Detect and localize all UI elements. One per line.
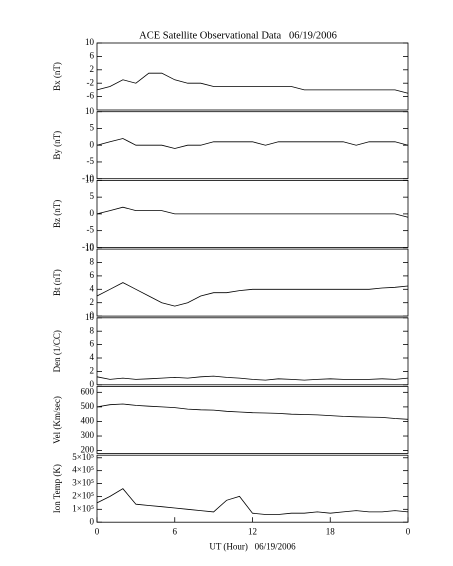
y-tick-label: 10 <box>85 174 95 184</box>
x-axis-label: UT (Hour) 06/19/2006 <box>209 541 296 551</box>
y-tick-label: 400 <box>81 416 95 426</box>
panel-frame <box>96 317 409 386</box>
y-tick-label: 4 <box>90 283 95 293</box>
x-tick-label: 0 <box>406 526 411 536</box>
x-tick-label: 18 <box>326 526 336 536</box>
y-tick-label: 2 <box>90 365 95 375</box>
data-line <box>96 282 409 307</box>
y-axis-label: Bx (nT) <box>52 62 62 91</box>
panel-frame <box>96 386 409 454</box>
y-tick-label: 6 <box>90 339 95 349</box>
y-tick-label: -5 <box>87 225 95 235</box>
y-tick-label: 2 <box>90 297 95 307</box>
y-tick-label: 8 <box>90 257 95 267</box>
y-tick-label: 200 <box>81 445 95 455</box>
y-tick-label: 4×10⁵ <box>72 465 94 475</box>
data-line <box>96 72 409 94</box>
y-tick-label: 0 <box>90 208 95 218</box>
y-tick-label: 3×10⁵ <box>72 478 94 488</box>
y-tick-label: 2×10⁵ <box>72 490 94 500</box>
y-tick-label: 4 <box>90 352 95 362</box>
y-tick-label: 6 <box>90 270 95 280</box>
y-tick-label: 5×10⁵ <box>72 452 94 462</box>
y-tick-label: -10 <box>82 241 94 251</box>
y-tick-label: 300 <box>81 430 95 440</box>
y-tick-label: 0 <box>90 379 95 389</box>
x-tick-label: 6 <box>173 526 178 536</box>
y-axis-label: Bz (nT) <box>52 200 62 228</box>
panel-frame <box>96 42 409 111</box>
y-tick-label: 10 <box>85 243 95 253</box>
data-line <box>96 403 409 420</box>
y-axis-label: Ion Temp (K) <box>52 464 62 513</box>
chart-title: ACE Satellite Observational Data 06/19/2… <box>139 30 337 41</box>
y-tick-label: 10 <box>85 37 95 47</box>
y-axis-label: Den (1/CC) <box>52 330 62 372</box>
data-line <box>96 488 409 515</box>
panel-frame <box>96 454 409 523</box>
y-axis-label: Bt (nT) <box>52 269 62 296</box>
y-tick-label: 10 <box>85 106 95 116</box>
y-tick-label: 500 <box>81 401 95 411</box>
y-tick-label: 10 <box>85 312 95 322</box>
data-line <box>96 375 409 381</box>
y-axis-label: By (nT) <box>52 131 62 160</box>
y-tick-label: 5 <box>90 191 95 201</box>
y-tick-label: 6 <box>90 50 95 60</box>
y-tick-label: 5 <box>90 123 95 133</box>
data-line <box>96 138 409 149</box>
y-tick-label: 600 <box>81 386 95 396</box>
y-tick-label: 0 <box>90 139 95 149</box>
y-tick-label: -10 <box>82 173 94 183</box>
y-tick-label: -2 <box>87 77 95 87</box>
y-tick-label: 1×10⁵ <box>72 503 94 513</box>
data-line <box>96 206 409 218</box>
y-axis-label: Vel (Km/sec) <box>52 396 62 444</box>
x-tick-label: 12 <box>248 526 257 536</box>
y-tick-label: 0 <box>90 516 95 526</box>
y-tick-label: 2 <box>90 64 95 74</box>
panel-frame <box>96 248 409 317</box>
y-tick-label: -6 <box>87 91 95 101</box>
y-tick-label: -5 <box>87 156 95 166</box>
x-tick-label: 0 <box>95 526 100 536</box>
y-tick-label: 0 <box>90 310 95 320</box>
y-tick-label: 8 <box>90 325 95 335</box>
